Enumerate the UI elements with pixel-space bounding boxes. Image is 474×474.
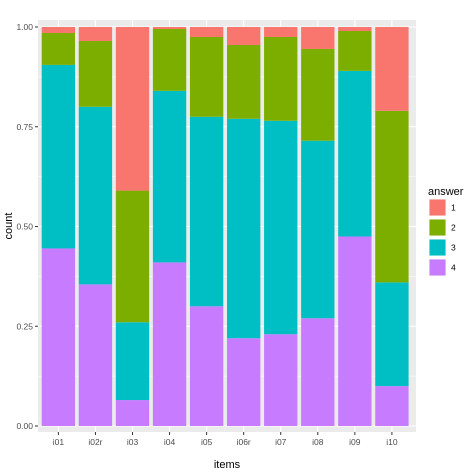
bar-segment-i08-answer-3 xyxy=(301,140,335,319)
bar-segment-i07-answer-1 xyxy=(264,27,298,37)
legend-label-1: 1 xyxy=(451,203,456,213)
bars xyxy=(41,27,409,426)
x-tick-label: i07 xyxy=(275,437,287,447)
bar-segment-i06r-answer-3 xyxy=(227,118,261,339)
bar-segment-i04-answer-4 xyxy=(152,262,187,426)
y-axis-title: count xyxy=(3,213,15,240)
bar-segment-i10-answer-4 xyxy=(375,386,409,426)
bar-segment-i04-answer-3 xyxy=(152,90,187,263)
bar-segment-i07-answer-2 xyxy=(264,36,298,121)
bar-segment-i02r-answer-3 xyxy=(78,106,113,285)
legend-swatch-1 xyxy=(429,199,446,216)
y-tick-label: 0.50 xyxy=(16,222,33,232)
bar-segment-i04-answer-1 xyxy=(152,27,187,29)
bar-segment-i09-answer-2 xyxy=(338,30,372,71)
y-tick-label: 1.00 xyxy=(16,22,33,32)
legend-swatch-4 xyxy=(429,259,446,276)
bar-segment-i06r-answer-1 xyxy=(227,27,261,45)
legend-swatch-3 xyxy=(429,239,446,256)
bar-segment-i10-answer-1 xyxy=(375,27,409,111)
bar-segment-i10-answer-3 xyxy=(375,282,409,387)
x-tick-label: i01 xyxy=(53,437,65,447)
bar-segment-i05-answer-2 xyxy=(189,36,224,117)
legend: answer 1 2 3 4 xyxy=(428,186,464,276)
legend-swatch-2 xyxy=(429,219,446,236)
legend-label-2: 2 xyxy=(451,223,456,233)
x-tick-label: i06r xyxy=(237,437,251,447)
y-tick-label: 0.00 xyxy=(16,421,33,431)
bar-segment-i01-answer-2 xyxy=(41,32,76,65)
x-tick-label: i03 xyxy=(127,437,139,447)
bar-segment-i04-answer-2 xyxy=(152,28,187,91)
x-axis-title: items xyxy=(214,459,241,471)
bar-segment-i02r-answer-2 xyxy=(78,40,113,107)
legend-label-3: 3 xyxy=(451,243,456,253)
legend-title: answer xyxy=(428,186,464,198)
bar-segment-i01-answer-4 xyxy=(41,248,76,426)
bar-segment-i08-answer-4 xyxy=(301,318,335,426)
bar-segment-i07-answer-4 xyxy=(264,334,298,426)
bar-segment-i09-answer-1 xyxy=(338,27,372,31)
bar-segment-i09-answer-4 xyxy=(338,236,372,426)
x-tick-label: i09 xyxy=(349,437,361,447)
bar-segment-i09-answer-3 xyxy=(338,70,372,237)
bar-segment-i03-answer-1 xyxy=(115,27,150,191)
x-tick-label: i04 xyxy=(164,437,176,447)
bar-segment-i08-answer-1 xyxy=(301,27,335,49)
bar-segment-i07-answer-3 xyxy=(264,120,298,335)
bar-segment-i06r-answer-2 xyxy=(227,44,261,119)
bar-segment-i06r-answer-4 xyxy=(227,338,261,426)
bar-segment-i03-answer-4 xyxy=(115,400,150,426)
bar-segment-i03-answer-2 xyxy=(115,190,150,323)
bar-segment-i02r-answer-1 xyxy=(78,27,113,41)
bar-segment-i01-answer-1 xyxy=(41,27,76,33)
bar-segment-i08-answer-2 xyxy=(301,48,335,141)
x-tick-label: i02r xyxy=(88,437,102,447)
bar-segment-i05-answer-1 xyxy=(189,27,224,37)
x-tick-label: i05 xyxy=(201,437,213,447)
y-tick-label: 0.25 xyxy=(16,321,33,331)
legend-label-4: 4 xyxy=(451,263,456,273)
axes: 0.00 0.25 0.50 0.75 1.00 i01 i02r i03 i04 i05 i06r… xyxy=(16,22,397,447)
bar-segment-i05-answer-3 xyxy=(189,116,224,307)
bar-segment-i10-answer-2 xyxy=(375,110,409,283)
bar-segment-i02r-answer-4 xyxy=(78,284,113,426)
x-tick-label: i10 xyxy=(386,437,398,447)
bar-segment-i01-answer-3 xyxy=(41,64,76,249)
bar-segment-i03-answer-3 xyxy=(115,322,150,401)
y-tick-label: 0.75 xyxy=(16,122,33,132)
x-tick-label: i08 xyxy=(312,437,324,447)
bar-segment-i05-answer-4 xyxy=(189,306,224,426)
